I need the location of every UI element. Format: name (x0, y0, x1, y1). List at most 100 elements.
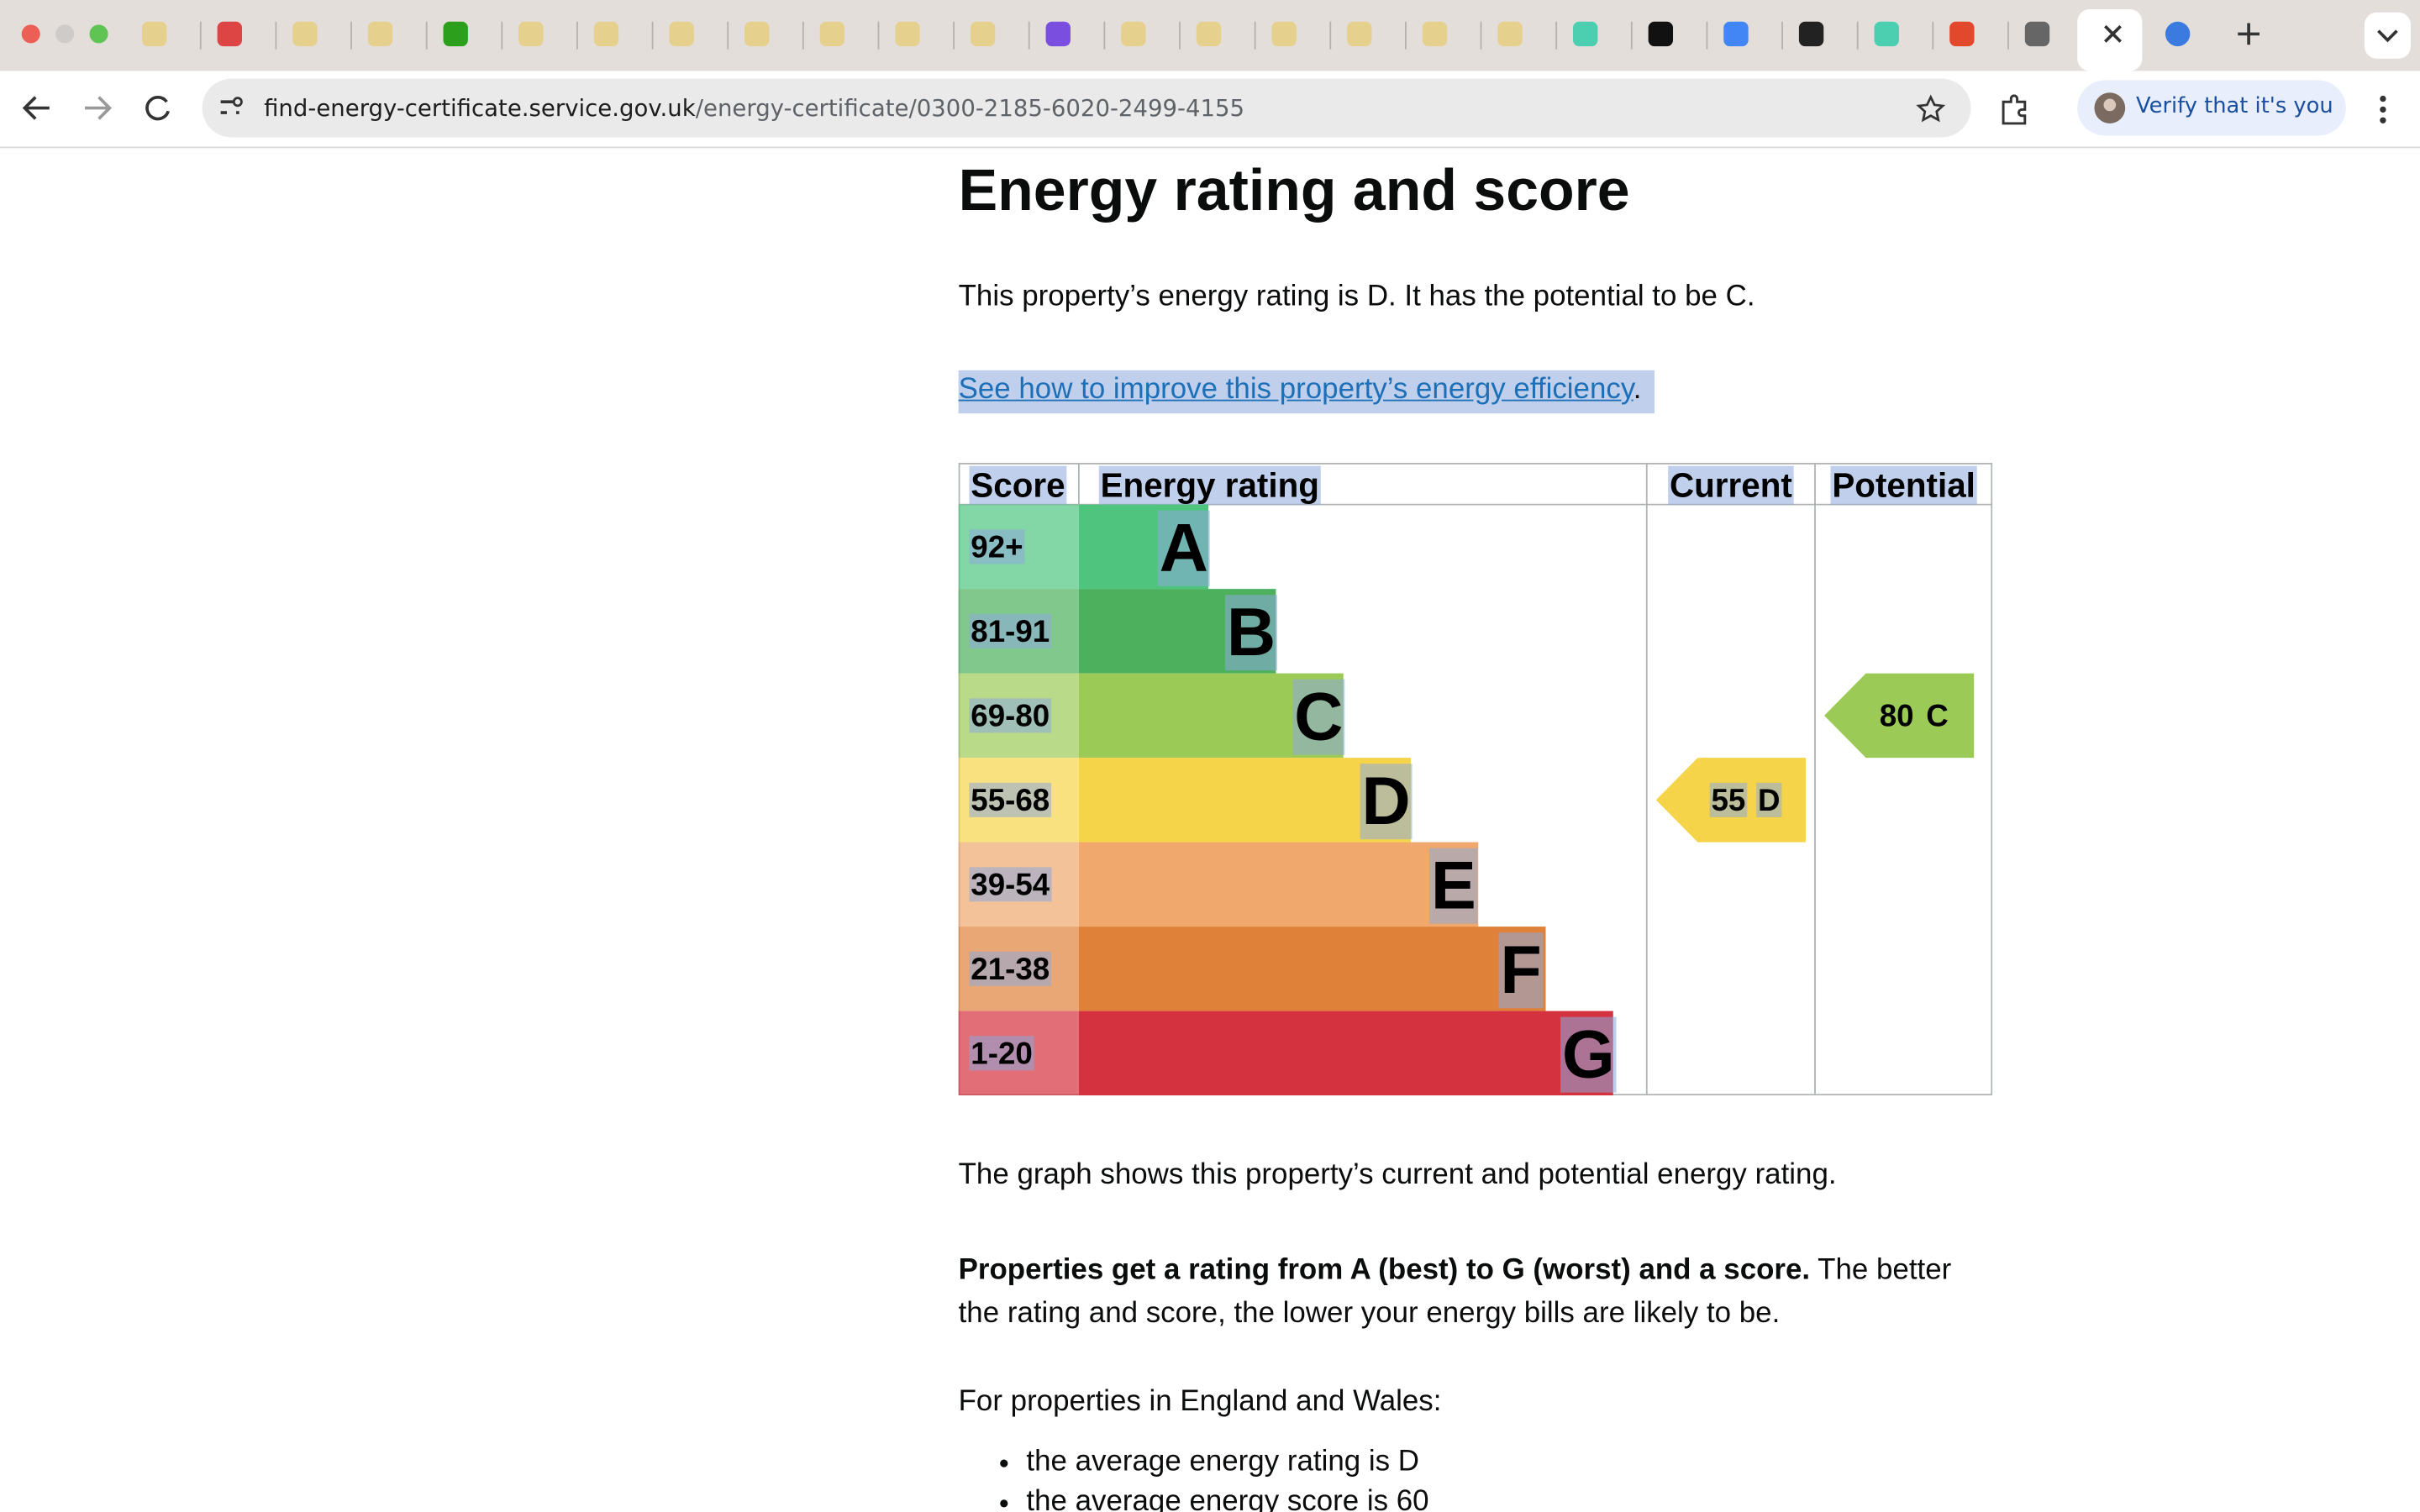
address-bar[interactable]: find-energy-certificate.service.gov.uk/e… (202, 78, 1971, 138)
tab-search-icon (2377, 29, 2398, 43)
improve-link[interactable]: See how to improve this property’s energ… (958, 373, 1634, 407)
tab-favicon (1347, 21, 1372, 47)
band-score-selection (969, 867, 1052, 902)
band-letter: A (1160, 511, 1208, 586)
column-header: Score (971, 466, 1065, 505)
tab-search[interactable] (2364, 12, 2411, 59)
tab-favicon (443, 21, 468, 47)
average-list: the average energy rating is Dthe averag… (959, 1442, 1428, 1512)
band-score-selection (969, 951, 1052, 986)
tab-favicon (669, 21, 694, 47)
current-letter: D (1758, 783, 1781, 817)
profile-avatar (2094, 92, 2126, 123)
column-header-selection (1830, 465, 1977, 505)
column-header: Potential (1832, 466, 1975, 505)
region-intro: For properties in England and Wales: (958, 1385, 1442, 1418)
potential-arrow (1824, 673, 1975, 759)
toolbar: find-energy-certificate.service.gov.uk/e… (0, 71, 2420, 149)
tab-favicon (2024, 21, 2050, 47)
page-heading: Energy rating and score (958, 159, 1630, 224)
tab-favicon (1497, 21, 1523, 47)
link-suffix: . (1633, 373, 1642, 407)
close-window[interactable] (21, 24, 40, 44)
band-score-selection (969, 698, 1052, 733)
tab-favicon (1573, 21, 1598, 47)
tab-favicon (217, 21, 243, 47)
band-score: 1-20 (971, 1036, 1033, 1070)
bookmark-star[interactable] (1915, 94, 1946, 125)
intro-text: This property’s energy rating is D. It h… (958, 281, 1755, 313)
back-button[interactable] (22, 96, 50, 120)
minimize-window[interactable] (55, 24, 75, 44)
column-header: Current (1670, 466, 1792, 505)
band-score: 92+ (971, 529, 1023, 564)
tab-favicon (895, 21, 920, 47)
band-letter-selection (1225, 595, 1278, 671)
nav-buttons (22, 95, 170, 121)
band-score-selection (969, 613, 1052, 648)
url-host: find-energy-certificate.service.gov.uk (264, 94, 696, 123)
tab-favicon (518, 21, 544, 47)
current-score: 55 (1712, 783, 1746, 817)
profile-button-label: Verify that it's you (2136, 94, 2333, 119)
rating-bar (1078, 758, 1411, 843)
tab-favicon (819, 21, 845, 47)
site-info-icon[interactable] (214, 92, 245, 123)
band-letter-selection (1560, 1016, 1617, 1093)
profile-button[interactable]: Verify that it's you (2077, 80, 2346, 136)
tab-favicon (1121, 21, 1146, 47)
rating-bar (1078, 842, 1479, 927)
tab-favicon (367, 21, 393, 47)
tab-favicon (744, 21, 770, 47)
band-letter-selection (1292, 679, 1345, 755)
column-header-selection (969, 465, 1067, 505)
tab-favicon (1723, 21, 1749, 47)
band-letter-selection (1360, 764, 1413, 840)
forward-button[interactable] (85, 96, 113, 120)
new-tab[interactable] (2238, 23, 2260, 45)
average-item: the average energy rating is D (1026, 1442, 1428, 1483)
band-score-selection (969, 529, 1025, 564)
zoom-window[interactable] (89, 24, 108, 44)
band-letter: E (1431, 848, 1476, 924)
tab-favicon (970, 21, 996, 47)
url-path: /energy-certificate/0300-2185-6020-2499-… (695, 94, 1245, 123)
band-score-selection (969, 782, 1052, 817)
improve-link-line: See how to improve this property’s energ… (958, 370, 1655, 414)
energy-rating-table: Score Energy rating Current Potential 92+ A 81… (958, 463, 1993, 1096)
active-tab[interactable] (2077, 9, 2143, 71)
band-score: 69-80 (971, 698, 1050, 732)
extensions-button[interactable] (1999, 92, 2033, 126)
tab-favicon (141, 21, 167, 47)
average-item: the average energy score is 60 (1026, 1483, 1428, 1512)
menu-button[interactable] (2370, 92, 2395, 126)
close-tab[interactable] (2104, 24, 2122, 43)
band-score: 55-68 (971, 783, 1050, 817)
band-letter: C (1294, 680, 1343, 755)
band-letter: D (1361, 764, 1410, 839)
current-letter-selection (1756, 782, 1782, 817)
band-letter-selection (1157, 510, 1210, 586)
tab-favicon (1422, 21, 1448, 47)
band-letter-selection (1429, 848, 1478, 924)
column-header-selection (1098, 465, 1321, 505)
rating-note: Properties get a rating from A (best) to… (959, 1250, 1993, 1336)
band-score: 21-38 (971, 952, 1050, 986)
rating-graphic: Score Energy rating Current Potential 92+ A 81… (958, 463, 1993, 1096)
graph-note: The graph shows this property’s current … (958, 1158, 1837, 1191)
reload-button[interactable] (145, 95, 170, 121)
tab-favicon (1196, 21, 1222, 47)
band-letter: B (1227, 595, 1276, 670)
column-header-selection (1668, 465, 1794, 505)
tab-bar (0, 0, 2420, 71)
tab-favicon (1271, 21, 1297, 47)
tab-favicon (593, 21, 619, 47)
tab-favicon (1874, 21, 1899, 47)
tab-favicon (1798, 21, 1824, 47)
band-score: 39-54 (971, 867, 1050, 901)
rating-bar (1078, 927, 1546, 1011)
band-score: 81-91 (971, 614, 1050, 648)
tab-favicon (1045, 21, 1071, 47)
band-letter: G (1562, 1017, 1615, 1093)
